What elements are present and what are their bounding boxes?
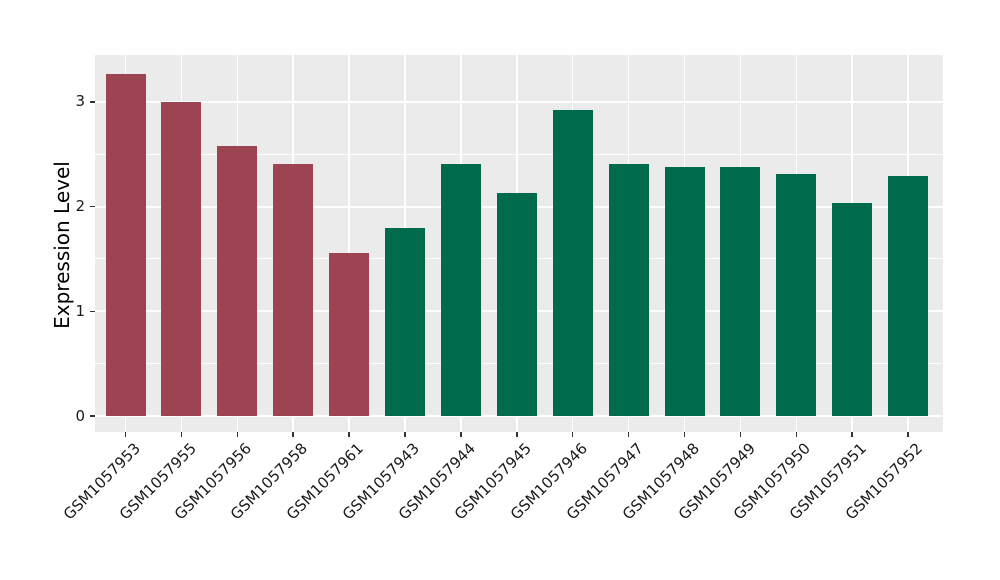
bar-GSM1057945 bbox=[496, 192, 537, 416]
y-tick-mark bbox=[90, 415, 95, 417]
bar-GSM1057951 bbox=[832, 203, 873, 416]
bar-GSM1057946 bbox=[552, 110, 593, 416]
bar-GSM1057943 bbox=[385, 227, 425, 416]
bar-GSM1057958 bbox=[273, 163, 314, 416]
y-tick-label: 3 bbox=[75, 92, 85, 111]
x-tick-mark bbox=[516, 432, 518, 437]
x-tick-mark bbox=[571, 432, 574, 437]
x-tick-mark bbox=[795, 432, 798, 437]
x-tick-mark bbox=[236, 432, 239, 437]
x-tick-mark bbox=[124, 432, 127, 437]
x-tick-mark bbox=[683, 432, 686, 437]
bar-GSM1057956 bbox=[217, 145, 258, 416]
y-tick-mark bbox=[90, 101, 95, 103]
x-tick-mark bbox=[907, 432, 909, 437]
x-tick-mark bbox=[348, 432, 350, 437]
x-tick-mark bbox=[180, 432, 183, 437]
bar-GSM1057949 bbox=[720, 166, 761, 416]
gridline-major-y bbox=[95, 100, 943, 103]
bar-GSM1057952 bbox=[888, 176, 929, 416]
gridline-major-y bbox=[95, 415, 943, 417]
x-tick-mark bbox=[404, 432, 406, 437]
bar-GSM1057948 bbox=[664, 166, 705, 416]
x-tick-mark bbox=[627, 432, 630, 437]
x-tick-mark bbox=[851, 432, 853, 437]
x-tick-mark bbox=[460, 432, 462, 437]
gridline-major-x bbox=[348, 55, 350, 432]
x-tick-mark bbox=[739, 432, 742, 437]
y-tick-label: 2 bbox=[75, 197, 85, 216]
bar-GSM1057947 bbox=[608, 163, 649, 416]
y-tick-label: 1 bbox=[75, 301, 85, 320]
x-tick-mark bbox=[292, 432, 294, 437]
y-axis-title: Expression Level bbox=[50, 161, 74, 329]
y-tick-mark bbox=[90, 310, 95, 313]
gridline-minor-y bbox=[95, 153, 943, 155]
bar-GSM1057950 bbox=[776, 174, 817, 416]
y-tick-mark bbox=[90, 205, 95, 208]
bar-GSM1057953 bbox=[105, 73, 146, 416]
y-tick-label: 0 bbox=[75, 406, 85, 425]
bar-GSM1057944 bbox=[440, 163, 481, 416]
bar-GSM1057961 bbox=[329, 252, 370, 416]
bar-GSM1057955 bbox=[161, 101, 202, 416]
